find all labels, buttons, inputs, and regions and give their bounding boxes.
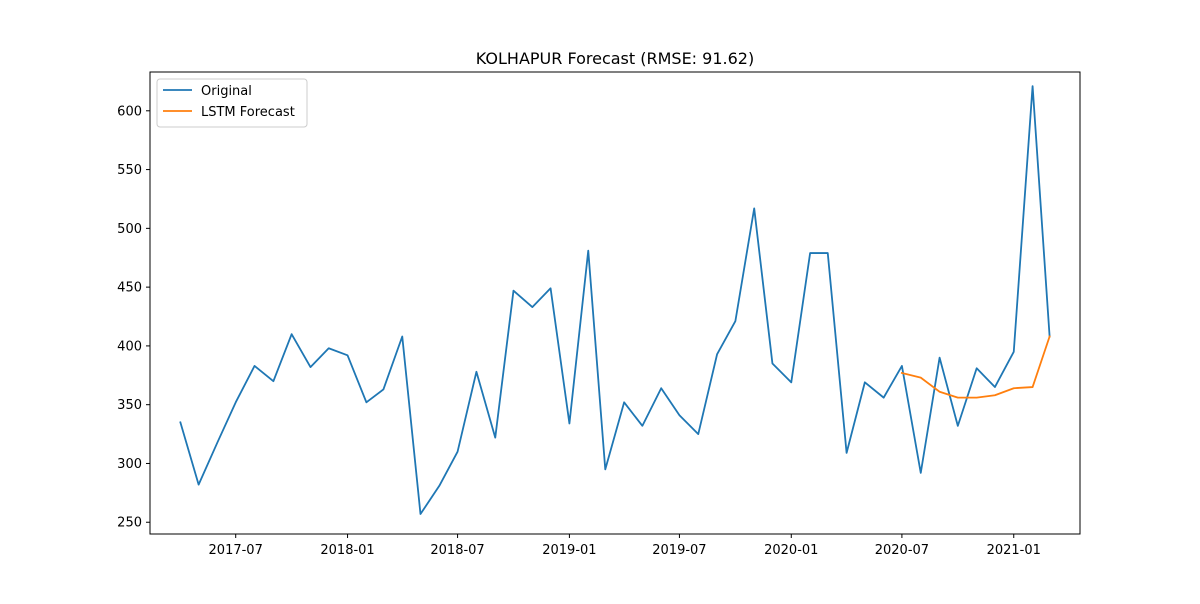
y-tick-label: 500 [117,222,142,237]
chart-title: KOLHAPUR Forecast (RMSE: 91.62) [476,49,754,68]
y-tick-label: 400 [117,339,142,354]
legend-label-0: Original [201,84,252,99]
y-tick-label: 300 [117,457,142,472]
y-tick-label: 600 [117,104,142,119]
plot-frame [149,71,1081,535]
x-tick-label: 2018-01 [320,543,374,558]
x-tick-label: 2017-07 [209,543,263,558]
legend-label-1: LSTM Forecast [201,105,295,120]
y-tick-label: 550 [117,163,142,178]
y-tick-label: 450 [117,281,142,296]
y-tick-label: 250 [117,516,142,531]
legend: Original LSTM Forecast [156,78,308,128]
x-tick-label: 2018-07 [430,543,484,558]
series-line-0 [179,85,1051,515]
x-tick-label: 2020-07 [875,543,929,558]
x-tick-label: 2019-07 [652,543,706,558]
x-tick-label: 2021-01 [987,543,1041,558]
x-tick-label: 2019-01 [542,543,596,558]
x-tick-label: 2020-01 [764,543,818,558]
x-axis: 2017-07 2018-01 2018-07 2019-01 2019-07 2020-… [209,534,1041,558]
series-line-1 [900,335,1051,399]
y-axis: 250 300 350 400 450 500 550 600 [117,104,150,531]
legend-box [156,78,308,128]
y-tick-label: 350 [117,398,142,413]
